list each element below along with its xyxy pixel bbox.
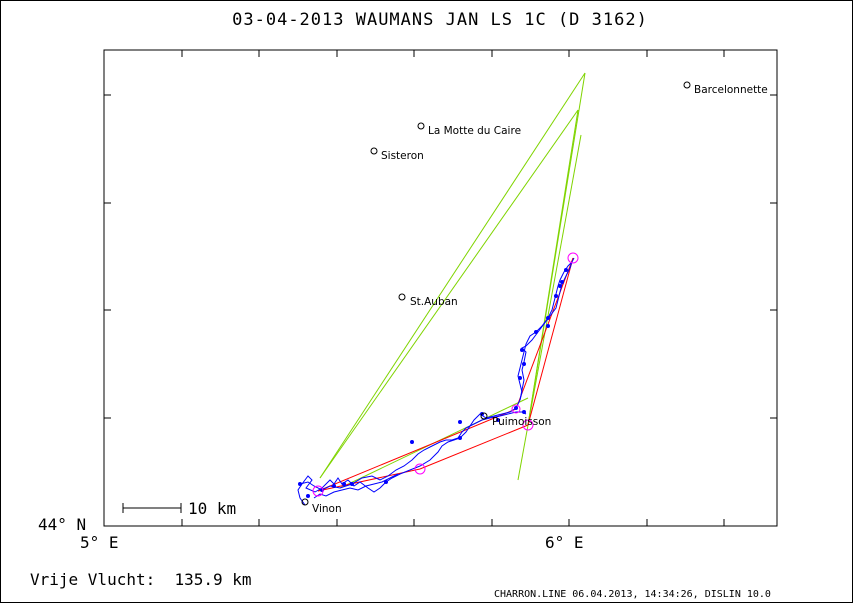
free-flight-line xyxy=(419,424,529,470)
track-fix xyxy=(534,330,538,334)
track-fix xyxy=(518,376,522,380)
track-fix xyxy=(458,436,462,440)
lon-axis-label-right: 6° E xyxy=(545,533,584,552)
task-line xyxy=(319,72,586,479)
place-label: Puimoisson xyxy=(492,416,551,428)
place-label: Vinon xyxy=(312,503,342,515)
axis-ticks xyxy=(104,50,777,526)
place-marker-icon xyxy=(301,498,309,506)
place-barcelonnette: Barcelonnette xyxy=(683,81,768,96)
free-flight-distance: Vrije Vlucht: 135.9 km xyxy=(30,570,252,589)
track-fix xyxy=(514,406,518,410)
turnpoint-marker xyxy=(511,404,521,414)
plot-area xyxy=(103,49,778,527)
place-label: La Motte du Caire xyxy=(428,125,521,137)
place-sisteron: Sisteron xyxy=(370,147,424,162)
track-fix xyxy=(384,480,388,484)
track-fix xyxy=(458,420,462,424)
track-fix xyxy=(520,348,524,352)
place-marker-icon xyxy=(398,293,406,301)
track-fix xyxy=(332,484,336,488)
track-segment xyxy=(299,411,527,491)
track-fix xyxy=(298,482,302,486)
track-fix xyxy=(546,324,550,328)
task-line xyxy=(527,72,586,426)
task-line xyxy=(319,109,579,479)
turnpoint-marker xyxy=(522,419,534,431)
turnpoint-marker xyxy=(567,252,579,264)
track-fix xyxy=(546,316,550,320)
track-fix xyxy=(564,268,568,272)
scale-bar: 10 km xyxy=(122,499,236,518)
place-la-motte-du-caire: La Motte du Caire xyxy=(417,122,521,137)
free-flight-lines xyxy=(317,257,574,492)
track-fix xyxy=(410,440,414,444)
flight-title: 03-04-2013 WAUMANS JAN LS 1C (D 3162) xyxy=(232,10,648,30)
turnpoint-marker xyxy=(414,463,426,475)
track-fixes xyxy=(298,268,568,498)
free-flight-line xyxy=(527,257,574,426)
track-fix xyxy=(554,294,558,298)
free-flight-line xyxy=(515,257,574,410)
turnpoints xyxy=(312,252,579,497)
free-flight-line xyxy=(317,408,517,492)
place-puimoisson: Puimoisson xyxy=(480,412,551,428)
lat-axis-label: 44° N xyxy=(38,515,86,534)
track-fix xyxy=(522,410,526,414)
place-label: St.Auban xyxy=(410,296,458,308)
place-marker-icon xyxy=(370,147,378,155)
place-marker-icon xyxy=(480,412,488,420)
place-st-auban: St.Auban xyxy=(398,293,458,308)
track-fix xyxy=(496,418,500,422)
lon-axis-label-left: 5° E xyxy=(80,533,119,552)
track-segment xyxy=(313,473,399,499)
scale-bar-label: 10 km xyxy=(188,499,236,518)
place-marker-icon xyxy=(683,81,691,89)
place-vinon: Vinon xyxy=(301,498,342,515)
track-fix xyxy=(350,482,354,486)
track-fix xyxy=(558,284,562,288)
track-fix xyxy=(306,494,310,498)
place-label: Sisteron xyxy=(381,150,424,162)
place-label: Barcelonnette xyxy=(694,84,768,96)
track-fix xyxy=(522,362,526,366)
task-line xyxy=(517,134,582,481)
place-marker-icon xyxy=(417,122,425,130)
track-fix xyxy=(560,280,564,284)
task-lines xyxy=(319,72,586,489)
turnpoint-marker xyxy=(312,485,324,497)
track-fix xyxy=(342,482,346,486)
footer-info: CHARRON.LINE 06.04.2013, 14:34:26, DISLI… xyxy=(494,589,771,600)
places-layer: Barcelonnette La Motte du Caire Sisteron… xyxy=(301,81,768,515)
